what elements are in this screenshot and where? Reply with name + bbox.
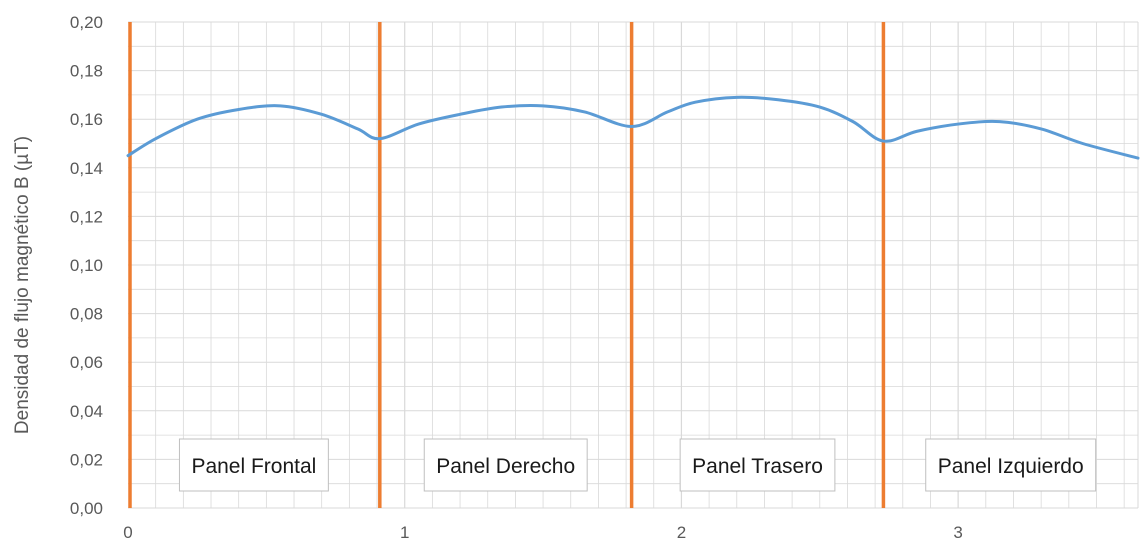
panel-label: Panel Frontal xyxy=(191,455,316,478)
x-axis-ticks: 0 1 2 3 xyxy=(123,523,963,542)
panel-label-frame xyxy=(423,438,588,492)
panel-label-box: Panel Frontal xyxy=(178,438,329,492)
y-tick-label: 0,02 xyxy=(70,450,103,469)
panel-label: Panel Izquierdo xyxy=(938,455,1084,478)
y-tick-label: 0,12 xyxy=(70,207,103,226)
panel-label: Panel Trasero xyxy=(692,455,823,478)
panel-label-box: Panel Izquierdo xyxy=(925,438,1097,492)
x-tick-label: 2 xyxy=(677,523,686,542)
x-tick-label: 0 xyxy=(123,523,132,542)
y-tick-label: 0,14 xyxy=(70,159,103,178)
y-tick-label: 0,18 xyxy=(70,62,103,81)
panel-label-frame xyxy=(178,438,329,492)
panel-label-frame xyxy=(925,438,1097,492)
panel-label-box: Panel Trasero xyxy=(679,438,836,492)
y-tick-label: 0,08 xyxy=(70,305,103,324)
y-axis-ticks: 0,00 0,02 0,04 0,06 0,08 0,10 0,12 0,14 0,16 0,18… xyxy=(70,13,103,518)
panel-label-frame xyxy=(679,438,836,492)
y-tick-label: 0,00 xyxy=(70,499,103,518)
y-axis-label: Densidad de flujo magnético B (µT) xyxy=(12,136,33,434)
y-tick-label: 0,20 xyxy=(70,13,103,32)
series-layer xyxy=(126,95,1140,160)
panel-label: Panel Derecho xyxy=(436,455,575,478)
y-tick-label: 0,16 xyxy=(70,110,103,129)
y-tick-label: 0,06 xyxy=(70,353,103,372)
x-tick-label: 1 xyxy=(400,523,409,542)
y-tick-label: 0,10 xyxy=(70,256,103,275)
panel-dividers xyxy=(128,22,886,508)
y-tick-label: 0,04 xyxy=(70,402,103,421)
panel-labels: Panel Frontal Panel Derecho Panel Trasero P… xyxy=(178,438,1097,492)
panel-label-box: Panel Derecho xyxy=(423,438,588,492)
x-tick-label: 3 xyxy=(953,523,962,542)
series-line xyxy=(126,95,1140,160)
